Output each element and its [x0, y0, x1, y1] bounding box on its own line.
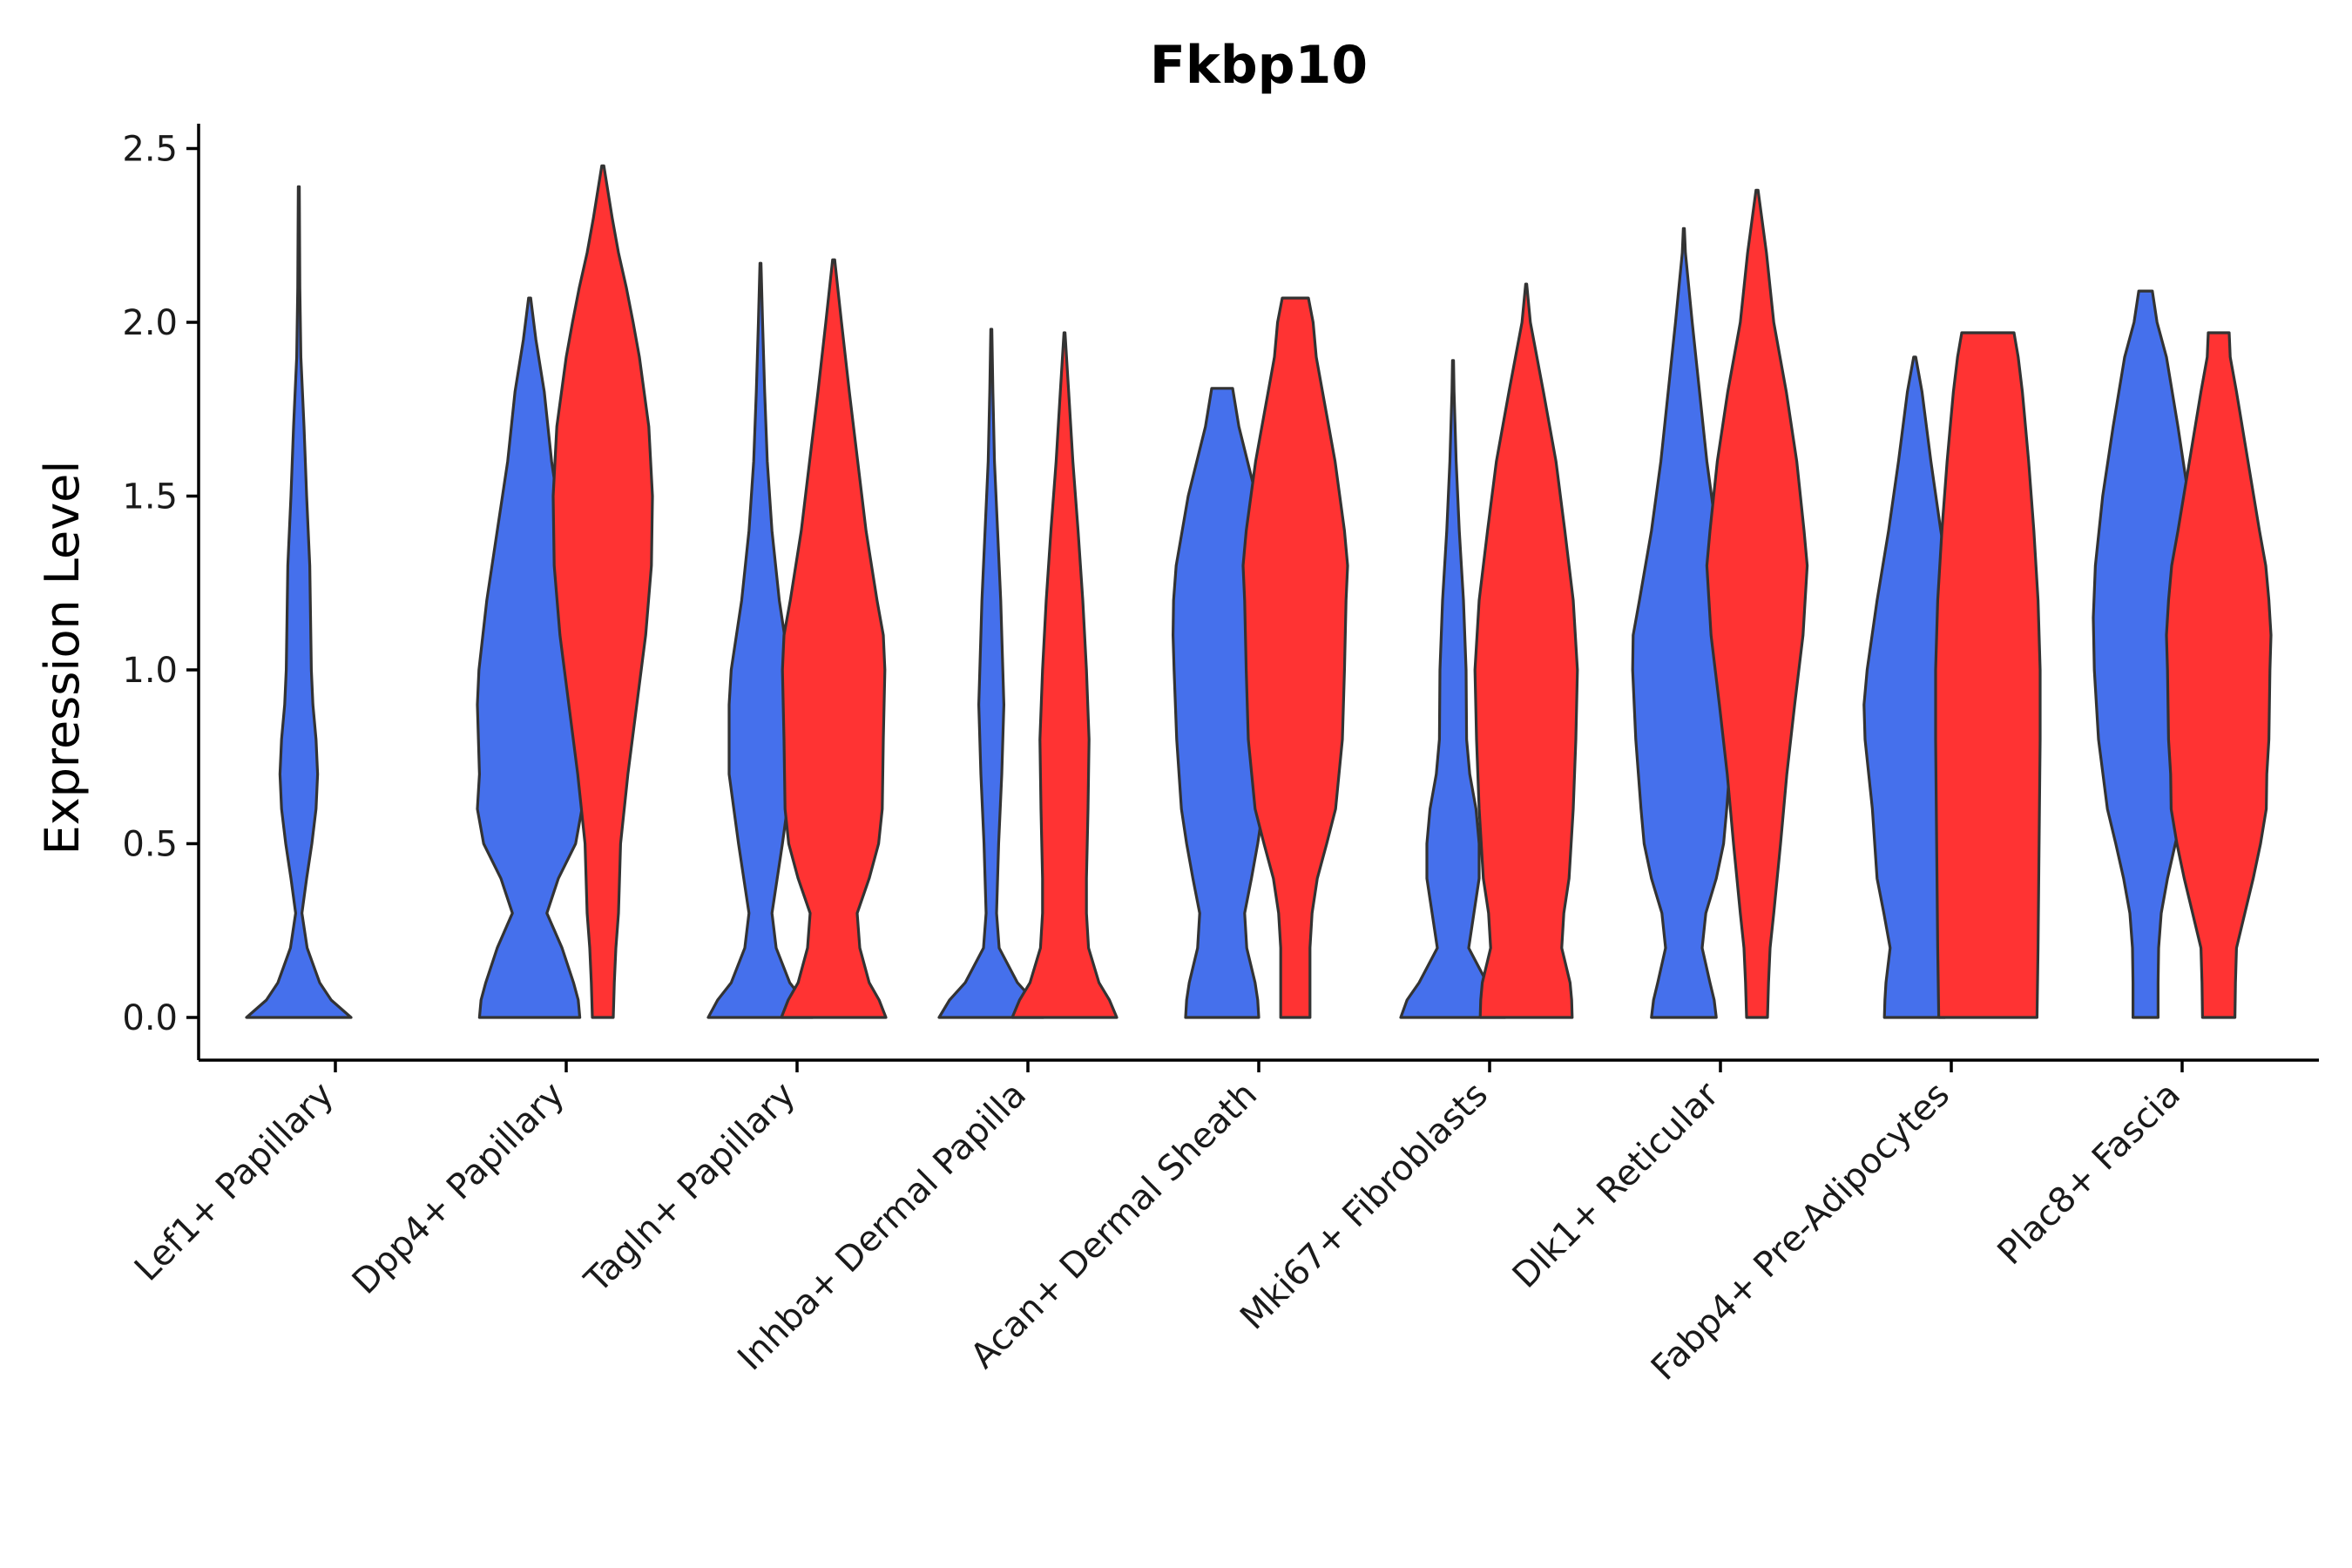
violin-group2-plac8-fascia — [2165, 331, 2273, 1019]
violin-group2-dpp4-papillary — [551, 164, 654, 1019]
violin-group1-dlk1-reticular — [1631, 226, 1737, 1019]
chart-title: Fkbp10 — [1150, 35, 1368, 96]
x-tick-label-lef1-papillary: Lef1+ Papillary — [127, 1075, 341, 1289]
violin-group2-tagln-papillary — [780, 258, 888, 1019]
x-tick-label-mki67-fibroblasts: Mki67+ Fibroblasts — [1233, 1075, 1496, 1338]
violin-group1-dpp4-papillary — [476, 296, 584, 1019]
violin-group2-acan-dermal-sheath — [1241, 296, 1349, 1019]
y-tick-label: 2.0 — [122, 303, 178, 343]
violin-group2-mki67-fibroblasts — [1473, 282, 1579, 1019]
x-tick-label-dlk1-reticular: Dlk1+ Reticular — [1505, 1074, 1727, 1296]
violin-group1-mki67-fibroblasts — [1399, 359, 1507, 1019]
violin-layer — [245, 164, 2273, 1019]
y-tick-label: 0.5 — [122, 825, 178, 865]
y-tick-label: 1.0 — [122, 651, 178, 691]
violin-group2-fabp4-pre-adipocytes — [1934, 331, 2042, 1019]
y-axis-label: Expression Level — [35, 461, 90, 855]
y-tick-label: 2.5 — [122, 130, 178, 170]
x-tick-label-tagln-papillary: Tagln+ Papillary — [577, 1075, 803, 1301]
x-tick-label-dpp4-papillary: Dpp4+ Papillary — [345, 1075, 572, 1302]
violin-group2-inhba-dermal-papilla — [1010, 331, 1119, 1019]
violin-group1-tagln-papillary — [706, 261, 814, 1019]
y-tick-label: 1.5 — [122, 477, 178, 517]
violin-group2-dlk1-reticular — [1705, 188, 1809, 1019]
x-tick-label-plac8-fascia: Plac8+ Fascia — [1990, 1075, 2189, 1274]
violin-group1-inhba-dermal-papilla — [937, 328, 1045, 1019]
y-tick-label: 0.0 — [122, 998, 178, 1038]
violin-group1-lef1-papillary — [245, 185, 353, 1019]
